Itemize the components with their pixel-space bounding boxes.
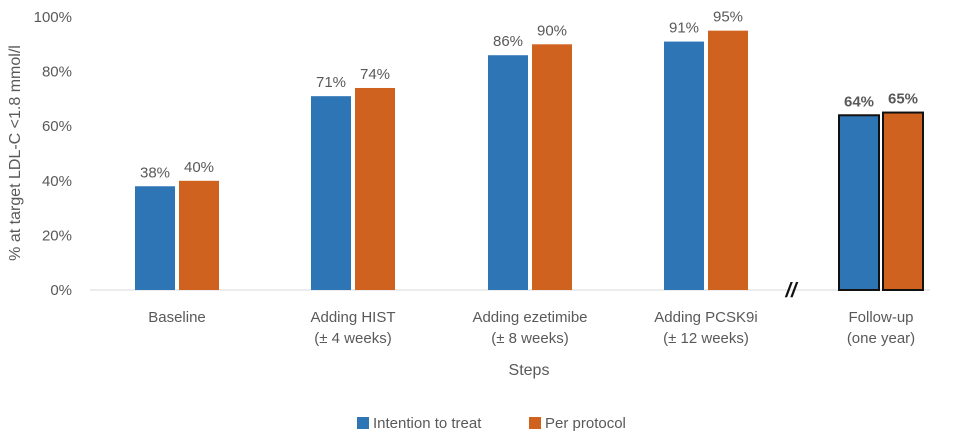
category-label: (± 12 weeks) [663,330,749,347]
data-label: 40% [184,159,214,176]
category-label: Follow-up [848,309,913,326]
legend-swatch-itt [357,417,369,429]
data-label: 91% [669,20,699,37]
y-tick-label: 100% [34,9,72,26]
category-label: Adding ezetimibe [472,309,587,326]
category-label: Adding PCSK9i [654,309,757,326]
data-label: 95% [713,9,743,26]
category-labels: Baseline Adding HIST (± 4 weeks) Adding eze… [148,309,915,347]
y-axis-title-group: % at target LDL-C <1.8 mmol/l [7,45,24,261]
data-label: 71% [316,74,346,91]
category-label: Adding HIST [310,309,395,326]
y-axis: 0% 20% 40% 60% 80% 100% [34,9,930,299]
bar-itt-1 [311,96,351,290]
bar-pp-4 [882,111,924,291]
legend-label: Per protocol [545,415,626,432]
data-label: 74% [360,66,390,83]
bar-itt-2 [488,55,528,290]
bar-itt-3 [664,41,704,290]
y-tick-label: 20% [42,227,72,244]
bar-pp-0 [179,180,219,290]
x-axis-title: Steps [509,362,550,379]
category-label: Baseline [148,309,206,326]
bars [135,30,924,291]
data-labels: 38% 40% 71% 74% 86% 90% 91% 95% 64% 65% [140,9,918,182]
category-label: (± 8 weeks) [491,330,568,347]
y-axis-title: % at target LDL-C <1.8 mmol/l [7,45,24,261]
axis-break-mark: // [784,280,799,302]
y-tick-label: 60% [42,118,72,135]
bar-pp-3 [708,30,748,291]
legend-swatch-pp [529,417,541,429]
legend-label: Intention to treat [373,415,482,432]
data-label: 64% [844,93,874,110]
legend: Intention to treat Per protocol [357,415,626,432]
data-label: 38% [140,164,170,181]
y-tick-label: 0% [50,282,72,299]
bar-pp-1 [355,87,395,290]
axis-break-group: // [784,280,799,302]
data-label: 65% [888,91,918,108]
data-label: 90% [537,22,567,39]
category-label: (± 4 weeks) [314,330,391,347]
y-tick-label: 40% [42,173,72,190]
data-label: 86% [493,33,523,50]
category-label: (one year) [847,330,915,347]
x-axis-title-group: Steps [509,362,550,379]
bar-itt-0 [135,186,175,290]
bar-pp-2 [532,44,572,290]
bar-itt-4 [838,114,880,291]
y-tick-label: 80% [42,64,72,81]
